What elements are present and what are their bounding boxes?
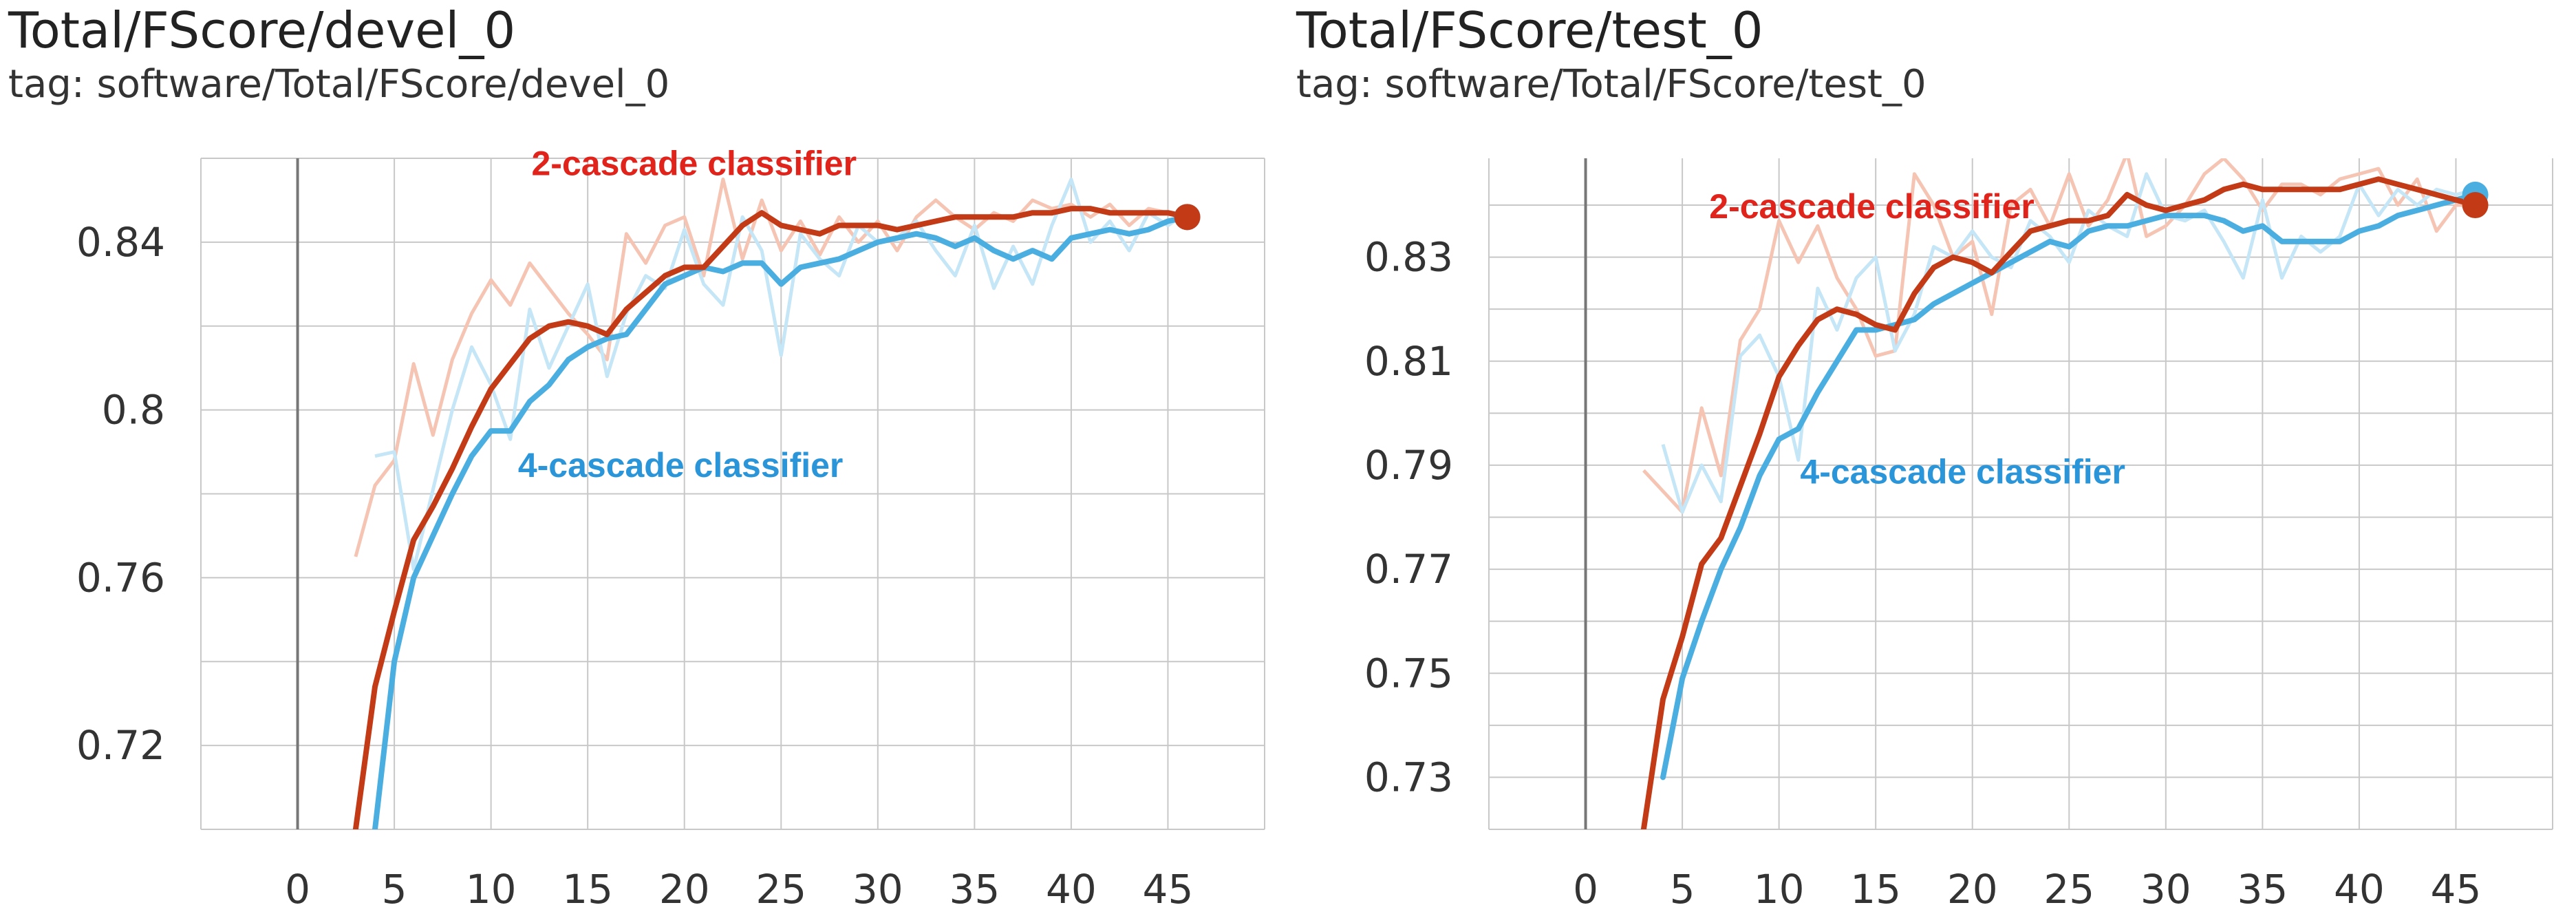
y-tick-label: 0.81 bbox=[1364, 338, 1453, 385]
devel-fscore-chart: 0 5 10 15 20 25 30 35 40 45 0.72 0.76 0.8 0.84 2-casca… bbox=[76, 144, 1265, 913]
x-tick-label: 20 bbox=[1947, 866, 1998, 913]
annotation-4-cascade: 4-cascade classifier bbox=[518, 446, 844, 485]
x-tick-label: 5 bbox=[1670, 866, 1695, 913]
x-tick-label: 40 bbox=[1046, 866, 1097, 913]
x-tick-label: 25 bbox=[2043, 866, 2094, 913]
x-tick-label: 45 bbox=[2431, 866, 2482, 913]
chart-title: Total/FScore/devel_0 bbox=[8, 1, 516, 59]
raw-line-4-cascade bbox=[374, 178, 1188, 571]
test-fscore-chart: 0 5 10 15 20 25 30 35 40 45 0.73 0.75 0.77 0.79 0.81 0.… bbox=[1364, 158, 2553, 913]
x-tick-label: 35 bbox=[2237, 866, 2288, 913]
x-tick-label: 10 bbox=[466, 866, 517, 913]
y-tick-label: 0.75 bbox=[1364, 650, 1453, 697]
y-tick-label: 0.84 bbox=[76, 219, 165, 266]
chart-title: Total/FScore/test_0 bbox=[1296, 1, 1763, 59]
x-tick-label: 10 bbox=[1754, 866, 1805, 913]
x-tick-label: 15 bbox=[562, 866, 613, 913]
x-tick-label: 0 bbox=[285, 866, 310, 913]
annotation-4-cascade: 4-cascade classifier bbox=[1800, 452, 2125, 491]
y-tick-label: 0.76 bbox=[76, 554, 165, 601]
chart-panel-test: 0 5 10 15 20 25 30 35 40 45 0.73 0.75 0.77 0.79 0.81 0.… bbox=[1288, 0, 2576, 914]
y-tick-label: 0.77 bbox=[1364, 546, 1453, 593]
chart-panel-devel: 0 5 10 15 20 25 30 35 40 45 0.72 0.76 0.8 0.84 2-casca… bbox=[8, 1, 1265, 913]
x-tick-label: 0 bbox=[1573, 866, 1598, 913]
x-tick-label: 40 bbox=[2334, 866, 2385, 913]
smoothed-line-2-cascade bbox=[1640, 176, 2478, 829]
y-tick-label: 0.83 bbox=[1364, 234, 1453, 281]
x-tick-label: 20 bbox=[659, 866, 710, 913]
x-tick-label: 5 bbox=[382, 866, 407, 913]
y-tick-label: 0.8 bbox=[102, 387, 165, 434]
x-tick-label: 45 bbox=[1143, 866, 1194, 913]
raw-line-2-cascade bbox=[354, 178, 1188, 557]
raw-line-4-cascade bbox=[1661, 172, 2476, 514]
end-marker-2-cascade[interactable] bbox=[1174, 204, 1201, 231]
x-tick-label: 35 bbox=[949, 866, 1000, 913]
chart-subtitle: tag: software/Total/FScore/test_0 bbox=[1296, 62, 1926, 107]
x-tick-label: 30 bbox=[2140, 866, 2191, 913]
raw-line-2-cascade bbox=[1642, 158, 2476, 514]
y-tick-label: 0.73 bbox=[1364, 754, 1453, 800]
end-marker-2-cascade[interactable] bbox=[2462, 192, 2489, 219]
annotation-2-cascade: 2-cascade classifier bbox=[532, 144, 857, 182]
smoothed-line-4-cascade bbox=[1660, 191, 2478, 780]
chart-subtitle: tag: software/Total/FScore/devel_0 bbox=[8, 62, 670, 107]
y-tick-label: 0.79 bbox=[1364, 442, 1453, 489]
y-tick-label: 0.72 bbox=[76, 722, 165, 769]
smoothed-line-4-cascade bbox=[372, 214, 1190, 829]
x-tick-label: 25 bbox=[755, 866, 806, 913]
x-tick-label: 15 bbox=[1850, 866, 1901, 913]
x-tick-label: 30 bbox=[852, 866, 903, 913]
smoothed-line-2-cascade bbox=[352, 206, 1190, 829]
annotation-2-cascade: 2-cascade classifier bbox=[1709, 187, 2035, 226]
